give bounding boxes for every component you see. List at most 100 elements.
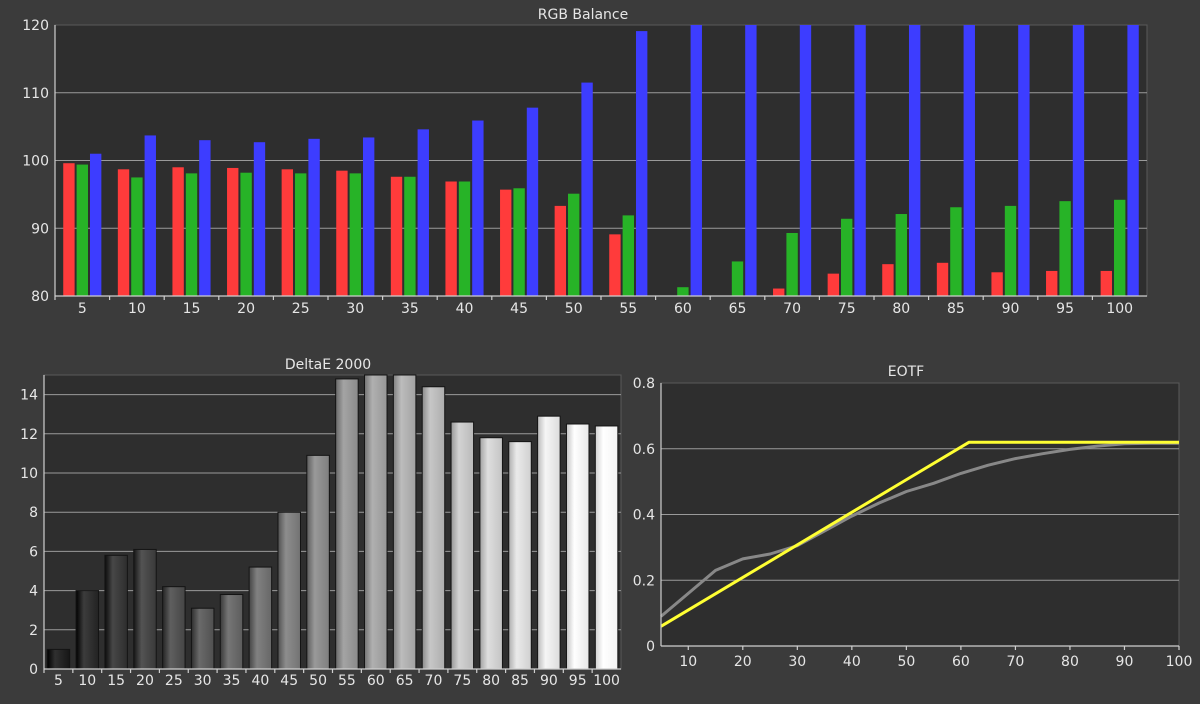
rgb-bar [199,140,211,296]
rgb-x-tick-label: 80 [892,301,910,317]
deltae-y-tick-label: 8 [29,505,38,521]
rgb-bar [1018,25,1030,296]
rgb-bar [1072,25,1085,296]
rgb-bar [417,129,429,296]
rgb-x-tick-label: 40 [456,301,474,317]
deltae-x-tick-label: 70 [425,673,443,689]
deltae-bar [450,421,475,670]
deltae-bar [421,386,446,670]
rgb-bar [568,193,580,296]
rgb-bar [635,31,648,296]
rgb-bar [1059,201,1071,296]
deltae-bar [537,415,561,670]
rgb-axes: 80 90 100 110 120 5 10 15 20 25 30 35 40 45 50 55 60 65 70… [22,18,1147,317]
rgb-bar [240,172,252,296]
rgb-bar [131,177,143,296]
rgb-bar [827,273,840,296]
eotf-y-tick-label: 0 [646,639,655,655]
rgb-y-tick-label: 90 [31,221,49,237]
rgb-x-tick-label: 100 [1106,301,1133,317]
deltae-x-tick-label: 85 [511,673,529,689]
eotf-x-tick-label: 30 [788,654,806,670]
deltae-x-tick-label: 5 [54,673,63,689]
deltae-x-tick-label: 55 [338,673,356,689]
rgb-bar [677,287,689,296]
rgb-bar [1114,199,1126,296]
rgb-x-tick-label: 90 [1002,301,1020,317]
deltae-bar [306,454,330,670]
rgb-balance-title: RGB Balance [538,7,628,23]
eotf-x-tick-label: 10 [679,654,697,670]
rgb-bar [404,176,416,296]
deltae-y-tick-label: 10 [20,466,38,482]
deltae-x-tick-label: 95 [569,673,587,689]
rgb-bar [581,82,593,297]
rgb-bar [281,169,294,296]
deltae-x-tick-label: 60 [367,673,385,689]
deltae-bar [133,548,157,670]
deltae-x-tick-label: 90 [540,673,558,689]
deltae-x-tick-label: 65 [396,673,414,689]
rgb-bar [172,167,184,296]
rgb-bar [513,188,525,296]
rgb-bar [295,173,307,296]
deltae-bar [190,607,215,670]
deltae-bar [479,437,503,670]
deltae-bar [219,594,244,670]
deltae-bar [75,590,100,670]
deltae-bar [594,425,619,670]
rgb-x-tick-label: 95 [1056,301,1074,317]
rgb-x-tick-label: 30 [346,301,364,317]
rgb-bar [63,163,75,296]
eotf-x-tick-label: 60 [952,654,970,670]
deltae-bar [277,511,301,670]
rgb-bar [609,234,621,296]
deltae-bar [508,441,532,670]
rgb-y-tick-label: 80 [31,289,49,305]
deltae-y-tick-label: 12 [20,427,38,443]
rgb-bar [1046,270,1058,296]
rgb-y-tick-label: 120 [22,18,49,34]
rgb-bars [63,25,1139,297]
rgb-bar [253,142,266,296]
rgb-bar [89,153,102,296]
eotf-x-tick-label: 80 [1061,654,1079,670]
eotf-y-tick-label: 0.4 [633,508,655,524]
rgb-bar [786,232,798,296]
rgb-balance-chart: RGB Balance 80 90 100 110 120 5 10 15 20 25 30 35 40… [22,7,1148,317]
rgb-x-tick-label: 60 [674,301,692,317]
rgb-x-tick-label: 65 [729,301,747,317]
deltae-x-tick-label: 40 [251,673,269,689]
rgb-bar [622,215,634,296]
deltae-x-tick-label: 10 [78,673,96,689]
deltae-y-tick-label: 4 [29,584,38,600]
rgb-bar [1004,205,1017,296]
rgb-bar [336,170,348,296]
deltae-y-tick-label: 0 [29,662,38,678]
rgb-x-tick-label: 55 [619,301,637,317]
eotf-axes: 0 0.2 0.4 0.6 0.8 10 20 30 40 50 60 70 80 90 100 [633,376,1193,670]
deltae-bar [364,374,388,670]
rgb-bar [445,181,457,296]
rgb-x-tick-label: 85 [947,301,965,317]
rgb-bar [500,189,512,296]
deltae-x-tick-label: 75 [453,673,471,689]
rgb-bar [76,164,88,296]
rgb-y-tick-label: 100 [22,154,49,170]
rgb-bar [1127,25,1139,296]
deltae-x-tick-label: 30 [194,673,212,689]
eotf-x-tick-label: 90 [1116,654,1134,670]
rgb-bar [185,173,198,296]
rgb-bar [472,120,484,296]
deltae-bar [104,554,128,670]
eotf-y-tick-label: 0.8 [633,376,655,392]
rgb-bar [731,261,744,296]
deltae-chart: DeltaE 2000 0 2 4 6 8 10 12 14 5 10 15 20 25 30 35 40 45… [20,357,622,689]
deltae-y-tick-label: 2 [29,623,38,639]
deltae-bar [248,566,273,670]
deltae-y-tick-label: 14 [20,388,38,404]
rgb-bar [144,135,156,296]
rgb-x-tick-label: 45 [510,301,528,317]
rgb-x-tick-label: 25 [292,301,310,317]
